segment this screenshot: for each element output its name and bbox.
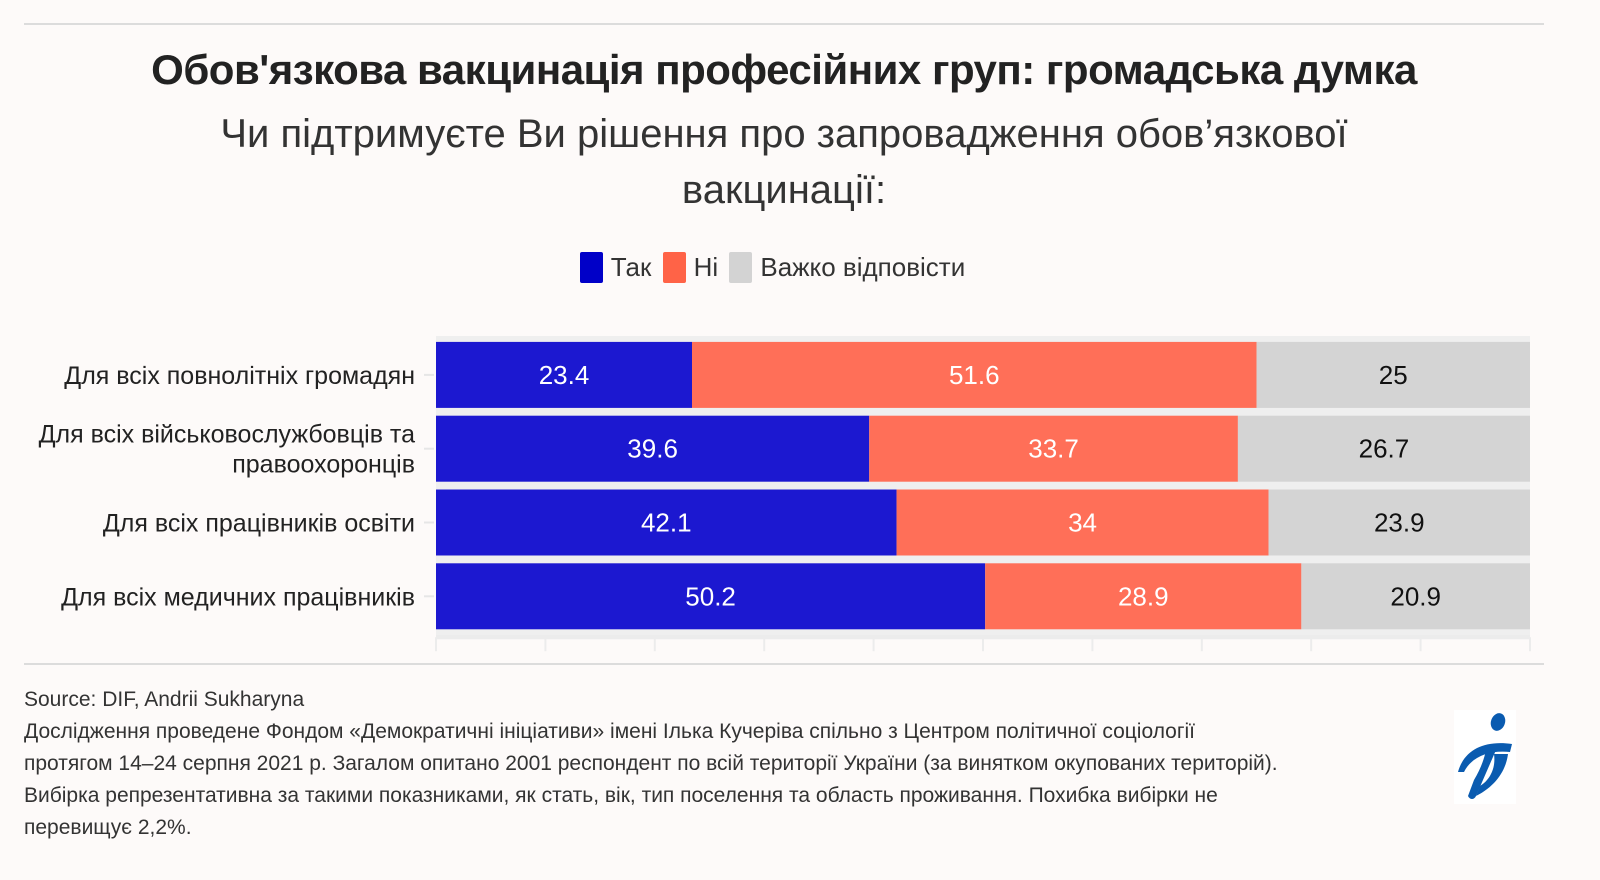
bar-segment-no xyxy=(869,415,1238,482)
legend-item-yes[interactable]: Так xyxy=(579,252,652,283)
bar-segment-hard-to-say xyxy=(1237,415,1530,482)
legend: Так Ні Важко відповісти xyxy=(0,252,1545,290)
dif-logo-icon xyxy=(1454,710,1516,804)
chart-subtitle: Чи підтримуєте Ви рішення про запровадже… xyxy=(220,112,1348,212)
category-label: Для всіх військовослужбовців та xyxy=(39,421,416,449)
category-label: Для всіх працівників освіти xyxy=(103,510,415,538)
note-line-1: Дослідження проведене Фондом «Демократич… xyxy=(24,720,1196,743)
legend-label-hard-to-say: Важко відповісти xyxy=(760,252,966,282)
category-label: Для всіх повнолітніх громадян xyxy=(64,362,415,390)
data-label: 50.2 xyxy=(685,581,736,611)
bar-segment-yes xyxy=(436,563,986,630)
note-line-2: протягом 14–24 серпня 2021 р. Загалом оп… xyxy=(24,752,1278,775)
data-label: 33.7 xyxy=(1028,434,1079,464)
legend-label-no: Ні xyxy=(693,252,719,282)
legend-item-no[interactable]: Ні xyxy=(662,252,719,283)
logo-shape xyxy=(1458,713,1512,799)
legend-swatch-hard-to-say xyxy=(729,252,753,283)
data-label: 51.6 xyxy=(949,360,1000,390)
legend-item-hard-to-say[interactable]: Важко відповісти xyxy=(729,252,965,283)
data-label: 39.6 xyxy=(627,434,678,464)
bar-segment-yes xyxy=(436,341,692,408)
bar-segment-yes xyxy=(436,489,897,556)
category-label: правоохоронців xyxy=(232,451,415,479)
data-label: 23.4 xyxy=(539,360,590,390)
note-line-3: Вибірка репрезентативна за такими показн… xyxy=(24,784,1218,807)
legend-label-yes: Так xyxy=(610,252,652,282)
source-note: Source: DIF, Andrii Sukharyna Дослідженн… xyxy=(24,684,1444,844)
data-label: 20.9 xyxy=(1390,581,1441,611)
data-label: 25 xyxy=(1379,360,1408,390)
bar-segment-hard-to-say xyxy=(1268,489,1530,556)
bar-segment-no xyxy=(691,341,1257,408)
bottom-divider xyxy=(24,663,1544,665)
bar-segment-hard-to-say xyxy=(1256,341,1530,408)
data-label: 28.9 xyxy=(1118,581,1169,611)
top-divider xyxy=(24,23,1544,25)
bar-segment-hard-to-say xyxy=(1301,563,1530,630)
data-label: 23.9 xyxy=(1374,508,1425,538)
bar-segment-no xyxy=(896,489,1269,556)
category-label: Для всіх медичних працівників xyxy=(61,583,415,611)
source-line: Source: DIF, Andrii Sukharyna xyxy=(24,688,305,711)
legend-swatch-yes xyxy=(579,252,603,283)
stacked-bar-chart: Для всіх повнолітніх громадян 23.4 51.6 25 Д… xyxy=(39,336,1531,652)
data-label: 42.1 xyxy=(641,508,692,538)
data-label: 26.7 xyxy=(1359,434,1410,464)
data-label: 34 xyxy=(1068,508,1097,538)
legend-swatch-no xyxy=(662,252,686,283)
bar-segment-yes xyxy=(436,415,870,482)
bar-segment-no xyxy=(985,563,1302,630)
chart-title: Обов'язкова вакцинація професійних груп:… xyxy=(151,46,1417,93)
note-line-4: перевищує 2,2%. xyxy=(24,816,192,839)
